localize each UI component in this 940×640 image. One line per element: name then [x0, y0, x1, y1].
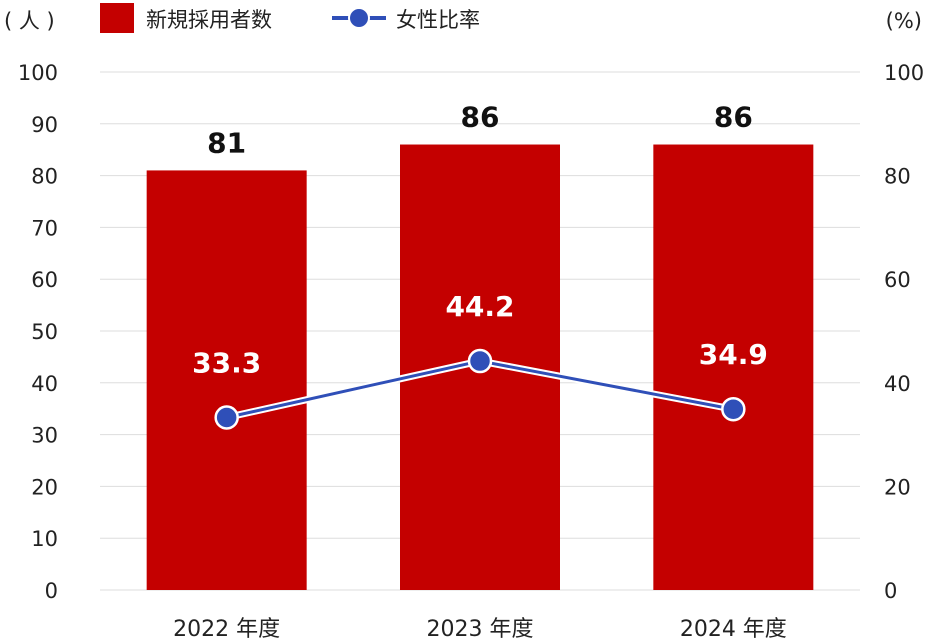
- bar-data-labels: 81 86 86: [207, 101, 753, 160]
- right-axis-unit: (%): [886, 9, 922, 33]
- right-tick-label: 20: [884, 475, 911, 499]
- legend-swatch-marker: [348, 7, 370, 29]
- left-tick-label: 100: [18, 61, 58, 85]
- category-label: 2024 年度: [680, 617, 787, 640]
- left-tick-label: 50: [31, 320, 58, 344]
- bars: [146, 144, 814, 591]
- right-axis-ticks: 0 20 40 60 80 100: [884, 61, 924, 603]
- legend-swatch-bar: [100, 3, 134, 33]
- bar-data-label: 81: [207, 126, 246, 159]
- left-tick-label: 0: [45, 579, 58, 603]
- bar-data-label: 86: [461, 101, 500, 134]
- right-tick-label: 0: [884, 579, 897, 603]
- bar: [146, 170, 307, 591]
- bar-data-label: 86: [714, 101, 753, 134]
- line-point: [214, 405, 239, 430]
- line-point: [721, 396, 746, 422]
- legend: 新規採用者数 女性比率: [100, 3, 480, 33]
- left-axis-ticks: 0 10 20 30 40 50 60 70 80 90 100: [18, 61, 58, 603]
- line-point: [467, 348, 493, 374]
- left-tick-label: 60: [31, 268, 58, 292]
- line-data-label: 34.9: [699, 338, 768, 371]
- left-tick-label: 80: [31, 165, 58, 189]
- left-tick-label: 20: [31, 475, 58, 499]
- right-tick-label: 40: [884, 372, 911, 396]
- left-axis-unit: ( 人 ): [4, 9, 55, 33]
- category-label: 2022 年度: [173, 617, 280, 640]
- category-label: 2023 年度: [427, 617, 534, 640]
- left-tick-label: 10: [31, 527, 58, 551]
- line-data-labels: 33.3 44.2 34.9: [192, 290, 768, 379]
- left-tick-label: 30: [31, 424, 58, 448]
- line-data-label: 33.3: [192, 347, 261, 380]
- right-tick-label: 80: [884, 165, 911, 189]
- left-tick-label: 90: [31, 113, 58, 137]
- category-labels: 2022 年度 2023 年度 2024 年度: [173, 617, 787, 640]
- line-data-label: 44.2: [445, 290, 514, 323]
- legend-label-line: 女性比率: [396, 8, 480, 32]
- right-tick-label: 100: [884, 61, 924, 85]
- right-tick-label: 60: [884, 268, 911, 292]
- line-series: [214, 348, 746, 430]
- left-tick-label: 40: [31, 372, 58, 396]
- left-tick-label: 70: [31, 216, 58, 240]
- legend-label-bar: 新規採用者数: [146, 8, 272, 32]
- bar: [653, 144, 814, 590]
